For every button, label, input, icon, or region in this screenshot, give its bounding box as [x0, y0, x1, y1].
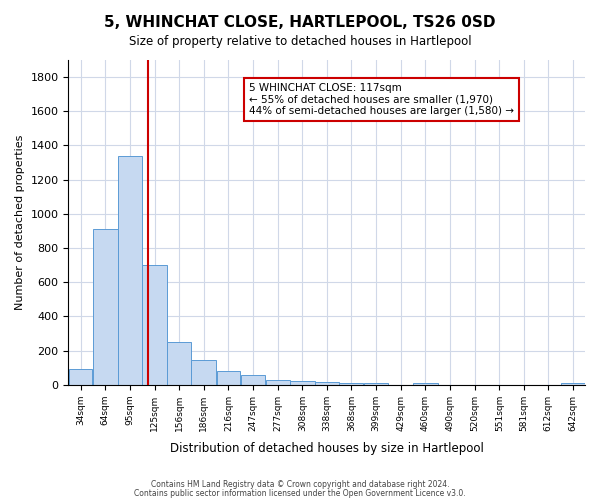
Bar [68, 370, 92, 385]
Bar [340, 383, 363, 385]
Text: 5 WHINCHAT CLOSE: 117sqm
← 55% of detached houses are smaller (1,970)
44% of sem: 5 WHINCHAT CLOSE: 117sqm ← 55% of detach… [249, 82, 514, 116]
Text: 5, WHINCHAT CLOSE, HARTLEPOOL, TS26 0SD: 5, WHINCHAT CLOSE, HARTLEPOOL, TS26 0SD [104, 15, 496, 30]
Bar [217, 371, 241, 385]
Text: Contains public sector information licensed under the Open Government Licence v3: Contains public sector information licen… [134, 488, 466, 498]
Bar [290, 382, 315, 385]
Bar [561, 383, 585, 385]
Bar [364, 383, 388, 385]
Bar [241, 376, 265, 385]
Bar [167, 342, 191, 385]
Bar [266, 380, 290, 385]
Bar [191, 360, 216, 385]
Bar [315, 382, 339, 385]
X-axis label: Distribution of detached houses by size in Hartlepool: Distribution of detached houses by size … [170, 442, 484, 455]
Text: Contains HM Land Registry data © Crown copyright and database right 2024.: Contains HM Land Registry data © Crown c… [151, 480, 449, 489]
Text: Size of property relative to detached houses in Hartlepool: Size of property relative to detached ho… [128, 35, 472, 48]
Y-axis label: Number of detached properties: Number of detached properties [15, 134, 25, 310]
Bar [118, 156, 142, 385]
Bar [142, 265, 167, 385]
Bar [413, 383, 437, 385]
Bar [93, 229, 118, 385]
